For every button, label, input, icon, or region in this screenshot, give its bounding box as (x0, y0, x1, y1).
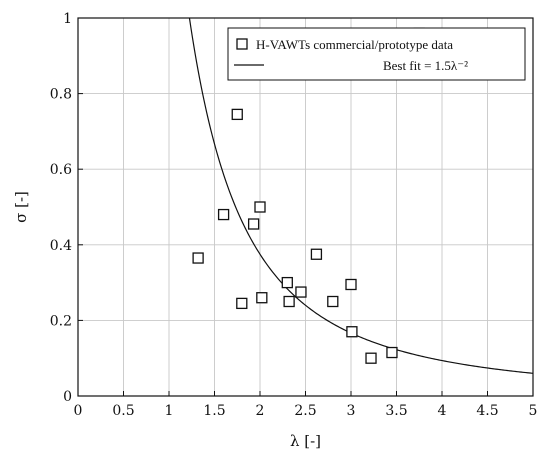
data-point-marker (365, 352, 377, 364)
data-point-marker (236, 297, 248, 310)
legend-square-marker-icon (236, 38, 248, 50)
data-point-marker (256, 292, 268, 304)
tick-labels: 0 0.5 1 1.5 2 2.5 3 3.5 4 4.5 5 0 0.2 0.4 0.6 0.8 1 (50, 11, 538, 419)
x-tick-label: 4 (438, 403, 447, 419)
data-point-marker (231, 108, 243, 121)
y-tick-label: 0.6 (50, 162, 72, 178)
data-point-marker (386, 346, 398, 359)
x-tick-label: 2 (256, 403, 265, 419)
data-point-marker (281, 276, 293, 289)
data-point-marker (327, 295, 339, 308)
x-tick-label: 0 (74, 403, 83, 419)
data-point-marker (217, 208, 230, 221)
grid-layer (78, 18, 533, 396)
x-tick-label: 2.5 (294, 403, 316, 419)
x-tick-label: 3.5 (385, 403, 407, 419)
data-point-marker (310, 248, 323, 260)
data-point-marker (192, 252, 204, 264)
legend-entry-best-fit: Best fit = 1.5λ⁻² (383, 58, 468, 73)
legend-box (227, 27, 526, 81)
data-point-marker (295, 286, 307, 298)
y-axis-label: σ [-] (12, 191, 30, 223)
y-tick-label: 1 (63, 11, 72, 27)
fit-curve-layer (188, 17, 534, 374)
x-tick-label: 4.5 (476, 403, 498, 419)
y-tick-label: 0.4 (50, 238, 72, 254)
legend-entry-data: H-VAWTs commercial/prototype data (256, 37, 453, 52)
y-tick-label: 0 (63, 389, 72, 405)
x-tick-label: 1 (165, 403, 174, 419)
data-point-marker (346, 326, 358, 338)
y-tick-label: 0.8 (50, 87, 72, 103)
legend: H-VAWTs commercial/prototype data Best f… (227, 27, 526, 81)
x-tick-label: 3 (347, 403, 356, 419)
data-point-marker (283, 295, 295, 308)
x-tick-label: 5 (529, 403, 538, 419)
best-fit-curve (188, 17, 534, 374)
y-tick-label: 0.2 (50, 313, 72, 329)
data-point-marker (345, 278, 357, 291)
x-tick-label: 0.5 (112, 403, 134, 419)
data-point-marker (254, 201, 266, 213)
x-axis-label: λ [-] (290, 432, 321, 450)
data-point-marker (247, 218, 260, 230)
x-tick-label: 1.5 (203, 403, 225, 419)
